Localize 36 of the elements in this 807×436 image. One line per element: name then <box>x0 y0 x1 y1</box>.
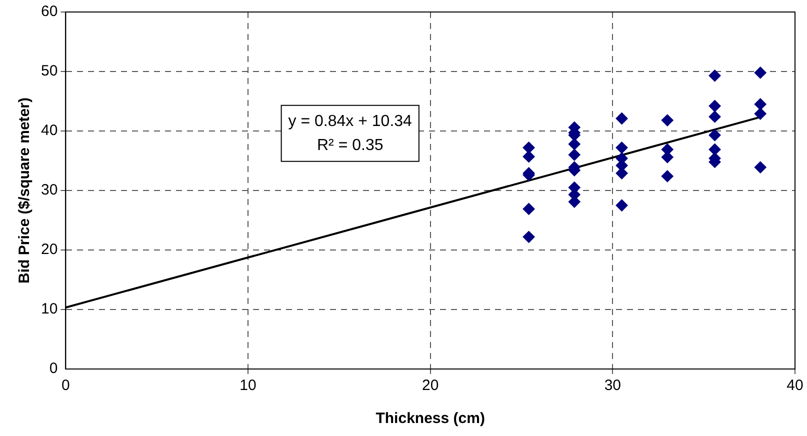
point <box>708 143 721 156</box>
point <box>616 112 628 125</box>
x-tick-label: 0 <box>62 377 70 394</box>
point <box>708 110 721 123</box>
point <box>708 70 721 82</box>
point <box>568 138 580 150</box>
annotation: R² = 0.35 <box>316 136 384 154</box>
y-tick-label: 60 <box>40 3 58 20</box>
point <box>754 98 766 110</box>
point <box>661 114 674 126</box>
y-tick-label: 10 <box>40 300 58 318</box>
point <box>661 170 674 182</box>
point <box>754 108 766 120</box>
y-tick-label: 50 <box>40 62 58 80</box>
x-tick-label: 30 <box>604 377 622 394</box>
y-tick-label: 0 <box>49 360 58 378</box>
annotation: y = 0.84x + 10.34 <box>288 112 412 130</box>
y-tick-label: 40 <box>40 122 58 140</box>
point <box>568 148 580 161</box>
point <box>522 230 535 243</box>
point <box>616 199 628 212</box>
y-tick-label: 20 <box>40 241 58 258</box>
point <box>522 202 535 215</box>
point <box>708 129 721 142</box>
point <box>754 161 766 174</box>
x-tick-label: 40 <box>786 377 804 394</box>
point <box>522 142 535 154</box>
y-axis-title: Bid Price ($/square meter) <box>16 98 34 284</box>
y-tick-label: 30 <box>40 182 58 199</box>
point <box>616 142 628 154</box>
point <box>708 100 721 112</box>
x-tick-label: 20 <box>422 377 439 394</box>
x-axis-title: Thickness (cm) <box>376 410 485 428</box>
point <box>522 150 535 163</box>
point <box>754 66 766 79</box>
x-tick-label: 10 <box>240 377 256 394</box>
